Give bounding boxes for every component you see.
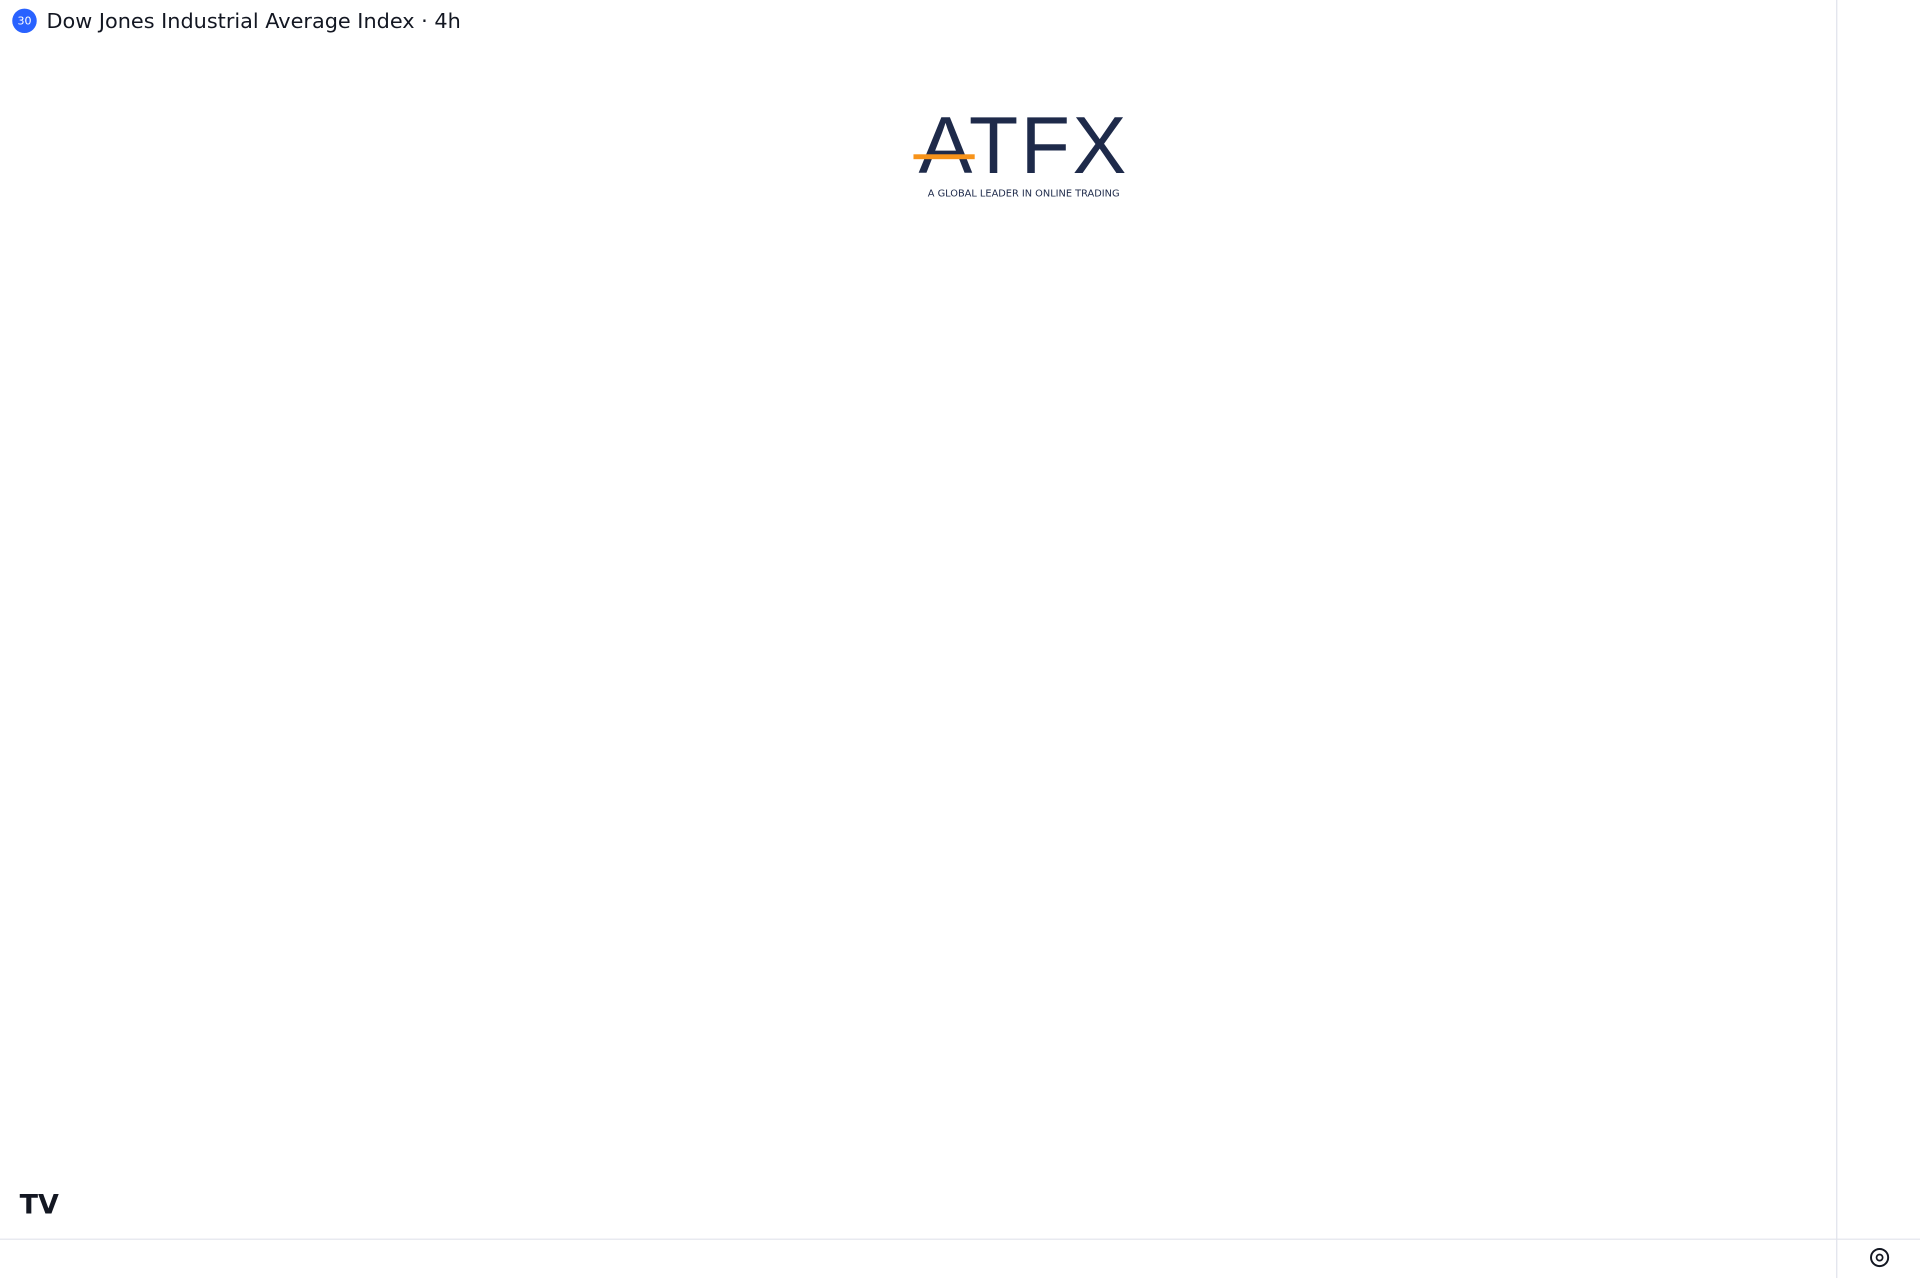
badge-text: 30 [17, 14, 31, 27]
logo-tagline: A GLOBAL LEADER IN ONLINE TRADING [928, 188, 1120, 199]
tv-logo: TV [20, 1190, 59, 1221]
chart-title: Dow Jones Industrial Average Index · 4h [47, 9, 461, 33]
logo-accent [913, 154, 975, 160]
settings-icon-center [1875, 1253, 1884, 1262]
logo: ATFX [919, 101, 1129, 191]
symbol-badge [12, 8, 37, 34]
settings-icon[interactable] [1870, 1248, 1890, 1268]
